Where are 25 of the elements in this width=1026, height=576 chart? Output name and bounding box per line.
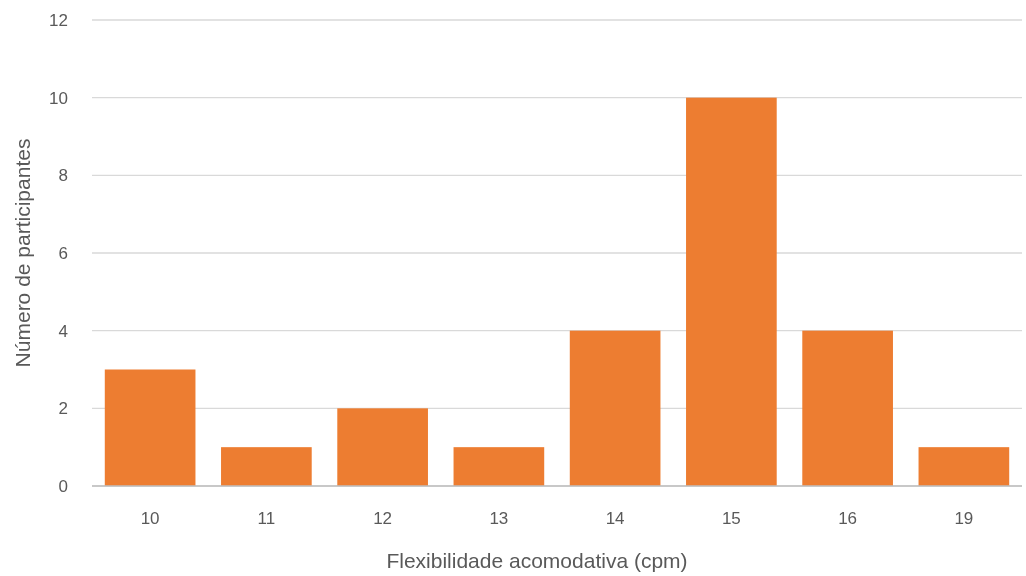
bar [453,447,545,486]
x-tick-label: 12 [373,509,393,528]
x-tick-label: 15 [721,509,741,528]
bar [569,330,661,486]
y-tick-label: 8 [58,166,68,186]
x-axis-title: Flexibilidade acomodativa (cpm) [386,549,688,572]
bar [221,447,312,486]
x-tick-label: 11 [257,509,276,528]
y-tick-label: 10 [49,88,68,108]
x-tick-label: 19 [954,509,974,528]
x-tick-label: 13 [489,509,509,528]
bar [104,369,196,486]
bar [918,447,1010,486]
bar [802,330,893,486]
x-tick-label: 14 [605,509,625,528]
x-tick-label: 10 [140,509,160,528]
bar [686,97,777,486]
y-tick-label: 4 [58,321,68,341]
y-axis-title: Número de participantes [11,138,34,368]
y-tick-label: 2 [58,399,68,419]
x-tick-label: 16 [838,509,858,528]
y-tick-label: 12 [49,10,68,30]
bar [337,408,428,486]
y-tick-label: 6 [58,243,68,263]
y-tick-label: 0 [58,476,68,496]
